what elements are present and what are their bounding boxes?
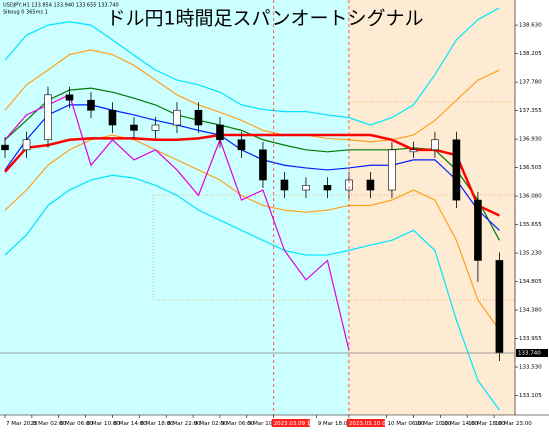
x-tick-label: 8 Mar 14:00 bbox=[113, 421, 147, 427]
x-tick-label: 7 Mar 2023 bbox=[6, 421, 38, 427]
candle-body bbox=[151, 124, 160, 131]
y-tick-label: 133.105 bbox=[519, 393, 542, 399]
candle-body bbox=[280, 179, 289, 191]
x-tick-label: 10 Mar 23:00 bbox=[495, 421, 532, 427]
symbol-line: USDJPY,H1 133.854 133.940 133.655 133.74… bbox=[3, 3, 119, 9]
y-tick-label: 138.205 bbox=[519, 51, 542, 57]
candle-body bbox=[259, 149, 267, 181]
x-tick-label: 2023.03.09 13:00 bbox=[274, 421, 324, 427]
x-tick-label: 8 Mar 18:00 bbox=[140, 421, 174, 427]
candle-body bbox=[87, 99, 95, 111]
candle-body bbox=[302, 185, 310, 191]
candle-body bbox=[409, 149, 418, 153]
plot bbox=[1, 8, 504, 411]
current-price-label: 133.740 bbox=[518, 350, 541, 356]
x-tick-label: 10 Mar 10:00 bbox=[414, 421, 451, 427]
candle-body bbox=[194, 109, 203, 126]
candle-body bbox=[452, 139, 461, 201]
y-tick-label: 138.630 bbox=[519, 23, 542, 29]
candle-body bbox=[431, 139, 439, 151]
x-tick-label: 9 Mar 10:00 bbox=[248, 421, 282, 427]
y-tick-label: 133.955 bbox=[519, 336, 542, 342]
x-tick-label: 8 Mar 02:00 bbox=[33, 421, 67, 427]
x-tick-label: 9 Mar 06:00 bbox=[221, 421, 255, 427]
candle-body bbox=[366, 179, 375, 191]
y-tick-label: 136.080 bbox=[519, 194, 542, 200]
candle-body bbox=[44, 94, 52, 141]
candle-body bbox=[65, 94, 74, 101]
x-tick-label: 9 Mar 18:00 bbox=[318, 421, 352, 427]
candle-body bbox=[323, 185, 332, 191]
x-tick-label: 10 Mar 18:00 bbox=[468, 421, 505, 427]
highlight-box bbox=[346, 419, 385, 427]
y-tick-label: 133.530 bbox=[519, 365, 542, 371]
candle-body bbox=[216, 124, 224, 141]
y-tick-label: 135.655 bbox=[519, 222, 542, 228]
x-tick-label: 8 Mar 06:00 bbox=[60, 421, 94, 427]
x-tick-label: 8 Mar 10:00 bbox=[87, 421, 121, 427]
y-tick-label: 134.805 bbox=[519, 279, 542, 285]
x-tick-label: 10 Mar 14:00 bbox=[441, 421, 478, 427]
indicator-line bbox=[4, 49, 500, 143]
indicator-line bbox=[4, 8, 500, 126]
candle-body bbox=[173, 109, 181, 126]
y-tick-label: 134.380 bbox=[519, 308, 542, 314]
x-tick-label: 9 Mar 02:00 bbox=[194, 421, 228, 427]
info-line: Sikoug 0 365ms 1 bbox=[3, 10, 48, 16]
x-tick-label: 10 Mar 06:00 bbox=[388, 421, 425, 427]
candle-body bbox=[237, 139, 246, 151]
current-price-box bbox=[516, 348, 548, 357]
x-tick-label: 2023.03.10 03:00 bbox=[349, 421, 399, 427]
background-cyan bbox=[0, 0, 349, 415]
y-tick-label: 137.780 bbox=[519, 80, 542, 86]
candle-body bbox=[388, 149, 396, 191]
y-tick-label: 135.230 bbox=[519, 251, 542, 257]
candle-body bbox=[130, 124, 138, 131]
indicator-line bbox=[4, 134, 500, 331]
indicator-line bbox=[4, 174, 500, 411]
indicator-line bbox=[4, 93, 350, 351]
candle-body bbox=[108, 109, 117, 126]
highlight-box bbox=[271, 419, 310, 427]
background-peach bbox=[349, 0, 515, 415]
x-tick-label: 8 Mar 22:00 bbox=[167, 421, 201, 427]
candle-body bbox=[1, 144, 9, 151]
y-tick-label: 136.505 bbox=[519, 165, 542, 171]
y-tick-label: 136.930 bbox=[519, 137, 542, 143]
chart-title: ドル円1時間足スパンオートシグナル bbox=[106, 8, 423, 30]
candle-body bbox=[22, 139, 31, 151]
candle-body bbox=[495, 260, 504, 354]
candle-body bbox=[474, 199, 482, 261]
y-tick-label: 137.355 bbox=[519, 108, 542, 114]
candle-body bbox=[345, 179, 353, 191]
